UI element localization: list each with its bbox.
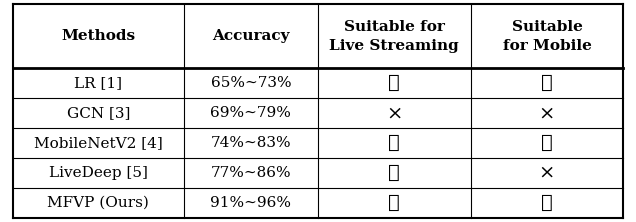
Text: 65%∼73%: 65%∼73% bbox=[211, 76, 291, 90]
Text: ×: × bbox=[386, 104, 403, 122]
Text: ✓: ✓ bbox=[389, 194, 400, 212]
Text: 74%∼83%: 74%∼83% bbox=[211, 136, 291, 150]
Text: 77%∼86%: 77%∼86% bbox=[211, 166, 291, 180]
Text: ×: × bbox=[539, 104, 555, 122]
Text: MFVP (Ours): MFVP (Ours) bbox=[47, 196, 149, 210]
Text: LR [1]: LR [1] bbox=[74, 76, 122, 90]
Text: 69%∼79%: 69%∼79% bbox=[211, 106, 291, 120]
Text: ✓: ✓ bbox=[389, 134, 400, 152]
Text: Methods: Methods bbox=[61, 29, 135, 44]
Text: ✓: ✓ bbox=[541, 194, 553, 212]
Text: LiveDeep [5]: LiveDeep [5] bbox=[49, 166, 148, 180]
Text: ✓: ✓ bbox=[541, 74, 553, 92]
Text: GCN [3]: GCN [3] bbox=[67, 106, 130, 120]
Text: Accuracy: Accuracy bbox=[212, 29, 289, 44]
Text: Suitable
for Mobile: Suitable for Mobile bbox=[502, 20, 591, 53]
Text: ×: × bbox=[539, 164, 555, 182]
Text: 91%∼96%: 91%∼96% bbox=[211, 196, 291, 210]
Text: Suitable for
Live Streaming: Suitable for Live Streaming bbox=[329, 20, 459, 53]
Text: ✓: ✓ bbox=[389, 164, 400, 182]
Text: MobileNetV2 [4]: MobileNetV2 [4] bbox=[34, 136, 163, 150]
Text: ✓: ✓ bbox=[389, 74, 400, 92]
Text: ✓: ✓ bbox=[541, 134, 553, 152]
